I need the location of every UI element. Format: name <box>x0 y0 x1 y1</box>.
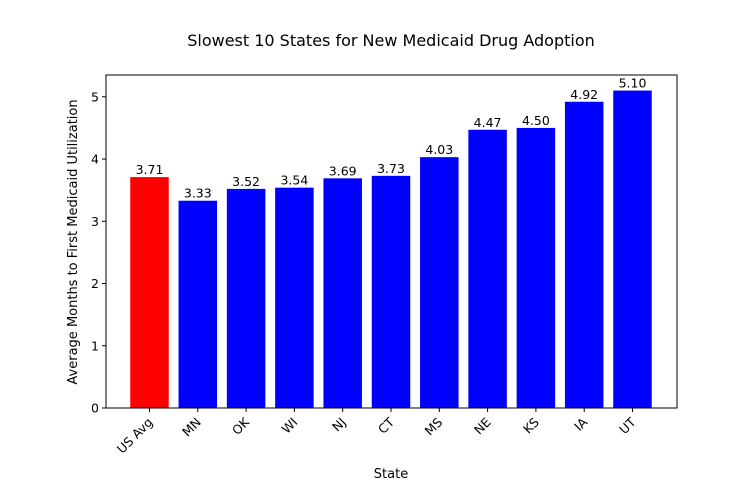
y-tick-label-2: 2 <box>91 276 99 291</box>
x-tick-label-nj: NJ <box>329 415 349 435</box>
value-label-ms: 4.03 <box>425 142 453 157</box>
value-label-nj: 3.69 <box>329 163 357 178</box>
x-axis-layer: US Avg MN OK WI NJ CT MS NE KS IA UT <box>114 408 639 456</box>
y-tick-label-1: 1 <box>91 338 99 353</box>
bars-layer <box>130 90 652 408</box>
value-label-mn: 3.33 <box>184 186 212 201</box>
x-tick-label-ne: NE <box>471 414 494 437</box>
y-tick-label-4: 4 <box>91 152 99 167</box>
value-label-ne: 4.47 <box>474 115 502 130</box>
value-label-ut: 5.10 <box>619 76 647 91</box>
bar-ia <box>564 101 604 408</box>
bar-us-avg <box>130 177 169 408</box>
bar-ks <box>516 127 556 408</box>
value-label-ct: 3.73 <box>377 161 405 176</box>
value-label-wi: 3.54 <box>280 173 308 188</box>
bar-ct <box>371 175 411 408</box>
y-tick-label-0: 0 <box>91 401 99 416</box>
y-tick-label-3: 3 <box>91 214 99 229</box>
value-labels-layer: 3.71 3.33 3.52 3.54 3.69 3.73 4.03 4.47 4.50 4.92… <box>136 76 647 201</box>
bar-wi <box>275 187 314 408</box>
chart-title: Slowest 10 States for New Medicaid Drug … <box>187 31 595 50</box>
x-axis-label: State <box>374 467 408 482</box>
x-tick-label-wi: WI <box>279 415 301 437</box>
bar-ok <box>226 188 266 408</box>
value-label-ia: 4.92 <box>570 87 598 102</box>
x-tick-label-ia: IA <box>571 414 591 434</box>
value-label-ks: 4.50 <box>522 113 550 128</box>
x-tick-label-mn: MN <box>179 415 204 440</box>
y-tick-label-5: 5 <box>91 89 99 104</box>
bar-ut <box>613 90 652 408</box>
y-axis-layer: 0 1 2 3 4 5 <box>91 89 106 416</box>
bar-mn <box>178 200 218 408</box>
bar-nj <box>323 178 362 408</box>
x-tick-label-ok: OK <box>229 414 253 438</box>
x-tick-label-ct: CT <box>375 414 397 436</box>
value-label-ok: 3.52 <box>232 174 260 189</box>
x-tick-label-ut: UT <box>616 414 639 437</box>
bar-ne <box>468 129 507 408</box>
x-tick-label-us-avg: US Avg <box>114 415 156 457</box>
value-label-us-avg: 3.71 <box>136 162 164 177</box>
x-tick-label-ks: KS <box>520 414 542 436</box>
y-axis-label: Average Months to First Medicaid Utiliza… <box>66 99 81 384</box>
bar-ms <box>420 157 459 408</box>
x-tick-label-ms: MS <box>422 414 446 438</box>
plot-frame <box>105 74 678 409</box>
